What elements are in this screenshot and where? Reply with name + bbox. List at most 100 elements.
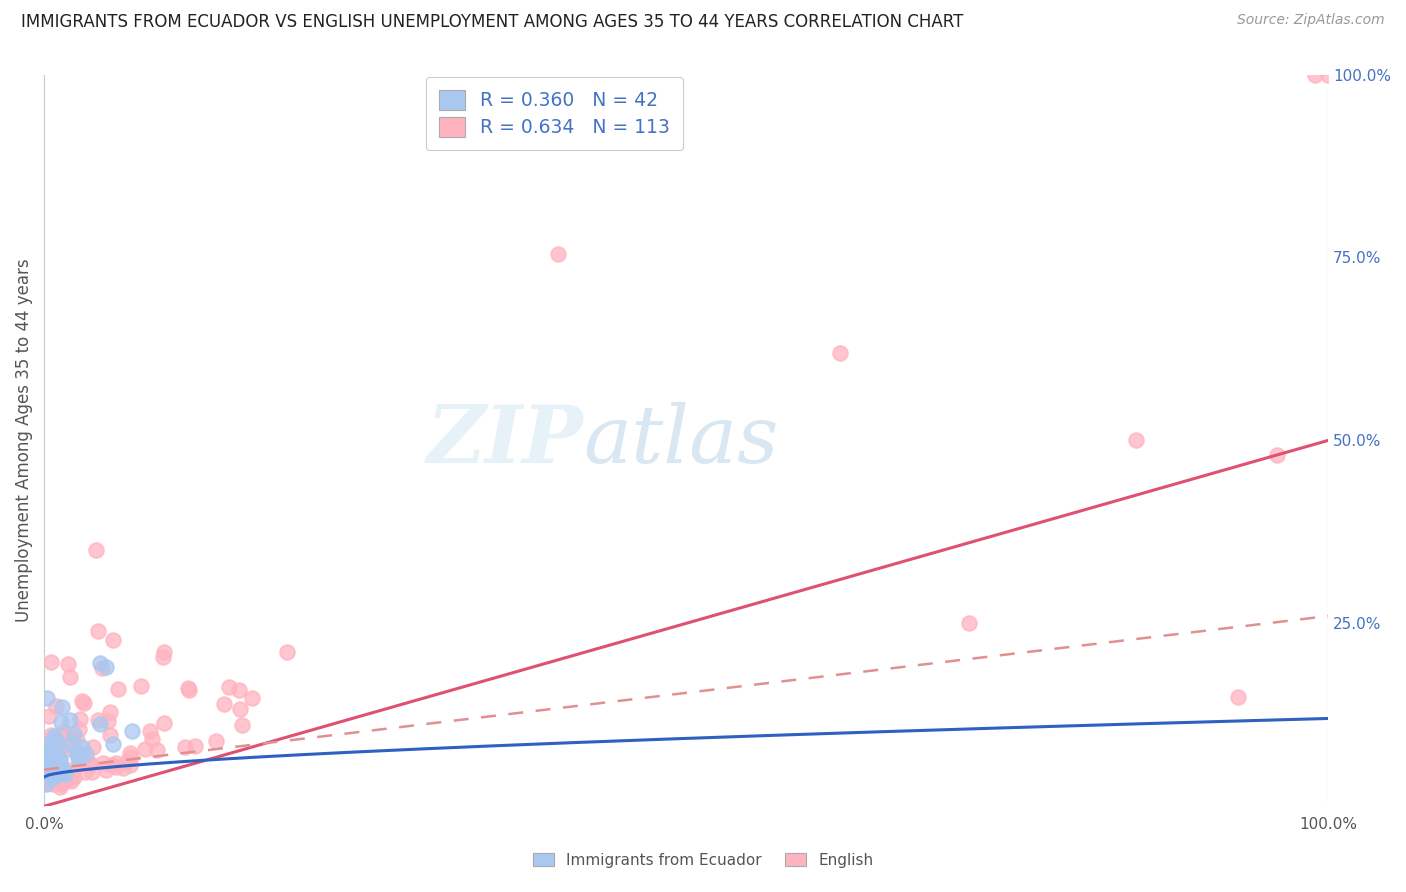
- Point: [48, 742, 70, 756]
- Point: [46, 737, 69, 751]
- Point: [60, 773, 83, 788]
- Point: [98, 728, 121, 742]
- Point: [212, 697, 235, 711]
- Point: [41, 758, 63, 772]
- Point: [49, 759, 72, 773]
- Point: [49, 754, 72, 768]
- Point: [37, 763, 59, 777]
- Point: [35, 745, 58, 759]
- Point: [38, 764, 60, 779]
- Point: [174, 739, 197, 754]
- Point: [37, 742, 59, 756]
- Point: [59, 763, 82, 777]
- Point: [42, 763, 65, 777]
- Point: [183, 739, 205, 754]
- Point: [51, 714, 73, 729]
- Point: [103, 737, 125, 751]
- Point: [240, 690, 263, 705]
- Point: [218, 681, 240, 695]
- Point: [48, 751, 70, 765]
- Point: [38, 775, 60, 789]
- Point: [86, 543, 108, 558]
- Point: [107, 681, 129, 696]
- Point: [53, 766, 76, 780]
- Point: [94, 764, 117, 778]
- Point: [34, 776, 56, 790]
- Point: [67, 756, 90, 771]
- Point: [120, 750, 142, 764]
- Point: [121, 724, 143, 739]
- Point: [98, 705, 121, 719]
- Point: [1317, 68, 1340, 82]
- Point: [58, 772, 80, 786]
- Point: [56, 742, 79, 756]
- Point: [38, 753, 60, 767]
- Point: [63, 770, 86, 784]
- Point: [59, 670, 82, 684]
- Point: [44, 730, 66, 744]
- Point: [129, 680, 152, 694]
- Point: [177, 682, 200, 697]
- Point: [49, 773, 72, 788]
- Point: [49, 772, 72, 786]
- Point: [37, 691, 59, 706]
- Point: [80, 764, 103, 779]
- Point: [177, 681, 200, 695]
- Point: [79, 757, 101, 772]
- Point: [42, 776, 65, 790]
- Point: [35, 772, 58, 787]
- Point: [39, 748, 62, 763]
- Point: [100, 757, 122, 772]
- Point: [73, 696, 96, 710]
- Point: [66, 751, 89, 765]
- Point: [44, 765, 66, 780]
- Point: [112, 762, 135, 776]
- Point: [93, 756, 115, 770]
- Point: [34, 764, 56, 778]
- Point: [1227, 690, 1250, 704]
- Point: [1303, 68, 1326, 82]
- Point: [228, 683, 250, 698]
- Point: [49, 764, 72, 779]
- Point: [547, 247, 569, 261]
- Point: [105, 756, 128, 770]
- Point: [51, 771, 73, 785]
- Point: [152, 649, 174, 664]
- Point: [49, 776, 72, 790]
- Point: [89, 656, 111, 670]
- Point: [34, 765, 56, 780]
- Point: [67, 748, 90, 763]
- Point: [90, 661, 112, 675]
- Point: [118, 758, 141, 772]
- Point: [152, 716, 174, 731]
- Point: [46, 768, 69, 782]
- Point: [145, 742, 167, 756]
- Point: [49, 776, 72, 790]
- Point: [70, 739, 93, 754]
- Point: [34, 773, 56, 788]
- Point: [115, 755, 138, 769]
- Point: [65, 745, 87, 759]
- Point: [41, 771, 63, 785]
- Point: [830, 345, 852, 359]
- Point: [45, 699, 67, 714]
- Point: [35, 737, 58, 751]
- Y-axis label: Unemployment Among Ages 35 to 44 years: Unemployment Among Ages 35 to 44 years: [15, 259, 32, 623]
- Point: [44, 733, 66, 747]
- Point: [89, 717, 111, 731]
- Point: [82, 739, 104, 754]
- Point: [229, 702, 252, 716]
- Point: [46, 754, 69, 768]
- Point: [205, 734, 228, 748]
- Text: IMMIGRANTS FROM ECUADOR VS ENGLISH UNEMPLOYMENT AMONG AGES 35 TO 44 YEARS CORREL: IMMIGRANTS FROM ECUADOR VS ENGLISH UNEMP…: [21, 13, 963, 31]
- Point: [48, 752, 70, 766]
- Point: [34, 743, 56, 757]
- Point: [72, 752, 94, 766]
- Point: [46, 754, 69, 768]
- Point: [41, 758, 63, 772]
- Point: [67, 723, 90, 737]
- Point: [231, 718, 253, 732]
- Point: [141, 732, 163, 747]
- Legend: Immigrants from Ecuador, English: Immigrants from Ecuador, English: [524, 845, 882, 875]
- Point: [42, 776, 65, 790]
